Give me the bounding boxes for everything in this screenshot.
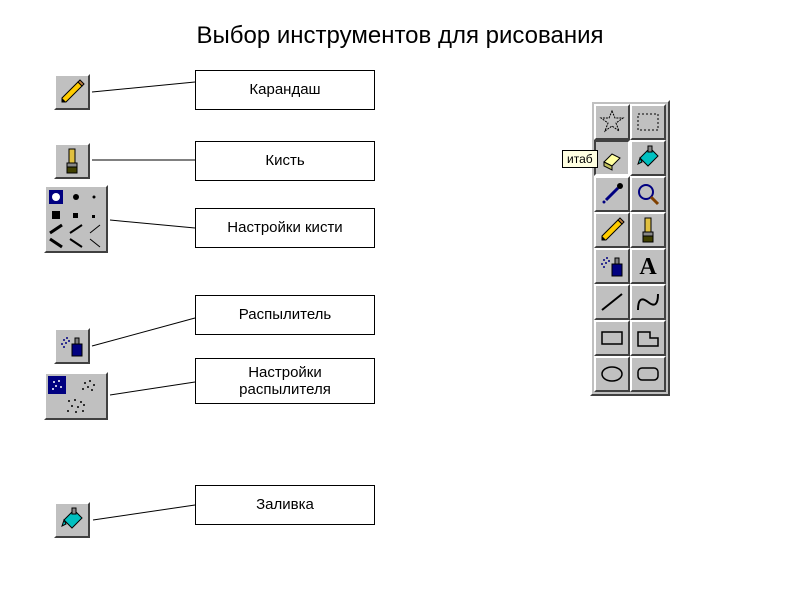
- tool-polygon[interactable]: [630, 320, 666, 356]
- brush-settings-panel[interactable]: [44, 185, 108, 253]
- tool-eraser[interactable]: [594, 140, 630, 176]
- tool-brush[interactable]: [630, 212, 666, 248]
- toolbox: итаб: [590, 100, 670, 396]
- ellipse-icon: [598, 360, 626, 388]
- label-brush-settings: Настройки кисти: [195, 208, 375, 248]
- star-select-icon: [598, 108, 626, 136]
- brush-icon: [634, 216, 662, 244]
- tool-magnifier[interactable]: [630, 176, 666, 212]
- tool-rounded-rect[interactable]: [630, 356, 666, 392]
- fill-button[interactable]: [54, 502, 90, 538]
- line-icon: [598, 288, 626, 316]
- curve-icon: [634, 288, 662, 316]
- tooltip: итаб: [562, 150, 598, 168]
- polygon-icon: [634, 324, 662, 352]
- label-fill: Заливка: [195, 485, 375, 525]
- tool-rectangle[interactable]: [594, 320, 630, 356]
- label-brush: Кисть: [195, 141, 375, 181]
- pencil-icon: [598, 216, 626, 244]
- fill-icon: [634, 144, 662, 172]
- tool-text[interactable]: [630, 248, 666, 284]
- eraser-icon: [598, 144, 626, 172]
- tool-fill[interactable]: [630, 140, 666, 176]
- label-spray-settings: Настройкираспылителя: [195, 358, 375, 404]
- label-pencil: Карандаш: [195, 70, 375, 110]
- brush-icon: [58, 147, 86, 175]
- tool-rect-select[interactable]: [630, 104, 666, 140]
- pencil-icon: [58, 78, 86, 106]
- connector-lines: [0, 0, 800, 600]
- label-spray: Распылитель: [195, 295, 375, 335]
- page-title: Выбор инструментов для рисования: [197, 22, 604, 50]
- rectangle-icon: [598, 324, 626, 352]
- spray-settings-panel[interactable]: [44, 372, 108, 420]
- tool-curve[interactable]: [630, 284, 666, 320]
- text-icon: [634, 252, 662, 280]
- eyedropper-icon: [598, 180, 626, 208]
- spray-button[interactable]: [54, 328, 90, 364]
- spray-icon: [598, 252, 626, 280]
- rounded-rect-icon: [634, 360, 662, 388]
- tool-ellipse[interactable]: [594, 356, 630, 392]
- brush-button[interactable]: [54, 143, 90, 179]
- tool-star-select[interactable]: [594, 104, 630, 140]
- pencil-button[interactable]: [54, 74, 90, 110]
- fill-icon: [58, 506, 86, 534]
- tool-pencil[interactable]: [594, 212, 630, 248]
- tool-spray[interactable]: [594, 248, 630, 284]
- tool-eyedropper[interactable]: [594, 176, 630, 212]
- rect-select-icon: [634, 108, 662, 136]
- tool-line[interactable]: [594, 284, 630, 320]
- magnifier-icon: [634, 180, 662, 208]
- spray-icon: [58, 332, 86, 360]
